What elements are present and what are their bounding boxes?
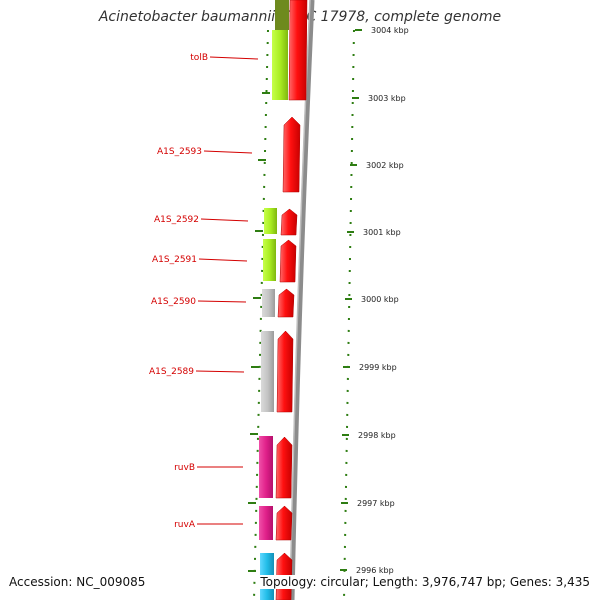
- kbp-tick: 3002 kbp: [350, 161, 404, 170]
- kbp-tick: 3001 kbp: [347, 228, 401, 237]
- gene-block-reverse[interactable]: [259, 436, 273, 498]
- gene-arrow-forward[interactable]: [279, 239, 297, 283]
- kbp-tick: 2997 kbp: [341, 499, 395, 508]
- kbp-tick-label: 2999 kbp: [359, 363, 397, 372]
- kbp-tick: 3000 kbp: [345, 295, 399, 304]
- gene-block-reverse[interactable]: [275, 0, 289, 30]
- kbp-tick-label: 3004 kbp: [371, 26, 409, 35]
- gene-features[interactable]: [259, 0, 308, 600]
- gene-leader-line: [198, 258, 248, 262]
- topology-text: Topology: circular; Length: 3,976,747 bp…: [260, 575, 590, 589]
- gene-block-reverse[interactable]: [259, 506, 273, 540]
- gene-leader-line: [203, 150, 253, 154]
- gene-label-a1s-2590[interactable]: A1S_2590: [151, 297, 247, 307]
- gene-label-ruva[interactable]: ruvA: [174, 520, 243, 530]
- kbp-tick-label: 3000 kbp: [361, 295, 399, 304]
- gene-name-text: A1S_2592: [154, 215, 199, 225]
- gene-leader-line: [209, 56, 259, 60]
- kbp-tick: 2996 kbp: [340, 566, 394, 575]
- gene-block-reverse[interactable]: [261, 331, 274, 412]
- gene-block-reverse[interactable]: [263, 239, 276, 281]
- gene-labels: tolB A1S_2593 A1S_2592 A1S_2591 A1S_2590 A1S_…: [149, 53, 259, 530]
- kbp-tick-label: 3003 kbp: [368, 94, 406, 103]
- kbp-tick-label: 3001 kbp: [363, 228, 401, 237]
- accession-text: Accession: NC_009085: [9, 575, 146, 589]
- gene-name-text: ruvA: [174, 520, 196, 530]
- kbp-tick: 2998 kbp: [342, 431, 396, 440]
- gene-arrow-forward[interactable]: [288, 0, 308, 101]
- kbp-tick-label: 3002 kbp: [366, 161, 404, 170]
- kbp-tick: 2999 kbp: [343, 363, 397, 372]
- gene-arrow-forward[interactable]: [280, 208, 298, 236]
- kbp-scale: 3004 kbp 3003 kbp 3002 kbp 3001 kbp 3000 kbp…: [248, 26, 409, 575]
- gene-block-reverse[interactable]: [262, 289, 275, 317]
- gene-arrow-forward[interactable]: [282, 116, 301, 193]
- gene-name-text: A1S_2593: [157, 147, 202, 157]
- gene-arrow-forward[interactable]: [275, 505, 293, 541]
- gene-leader-line: [195, 370, 245, 373]
- kbp-tick: 3003 kbp: [352, 94, 406, 103]
- kbp-tick-label: 2997 kbp: [357, 499, 395, 508]
- gene-name-text: A1S_2590: [151, 297, 196, 307]
- gene-block-reverse[interactable]: [272, 30, 288, 100]
- gene-leader-line: [200, 218, 249, 222]
- gene-arrow-forward[interactable]: [276, 330, 294, 413]
- gene-name-text: A1S_2591: [152, 255, 197, 265]
- gene-leader-line: [197, 300, 247, 303]
- gene-label-tolb[interactable]: tolB: [190, 53, 259, 63]
- outer-dotted-scale: [343, 29, 355, 600]
- gene-label-a1s-2593[interactable]: A1S_2593: [157, 147, 253, 157]
- gene-name-text: tolB: [190, 53, 208, 63]
- gene-name-text: A1S_2589: [149, 367, 194, 377]
- kbp-tick-label: 2996 kbp: [356, 566, 394, 575]
- gene-label-a1s-2591[interactable]: A1S_2591: [152, 255, 248, 265]
- gene-label-ruvb[interactable]: ruvB: [174, 463, 243, 473]
- gene-block-reverse[interactable]: [264, 208, 277, 234]
- gene-label-a1s-2592[interactable]: A1S_2592: [154, 215, 249, 225]
- gene-arrow-forward[interactable]: [277, 288, 295, 318]
- kbp-tick: 3004 kbp: [355, 26, 409, 35]
- gene-name-text: ruvB: [174, 463, 195, 473]
- kbp-tick-label: 2998 kbp: [358, 431, 396, 440]
- gene-arrow-forward[interactable]: [275, 436, 293, 499]
- gene-label-a1s-2589[interactable]: A1S_2589: [149, 367, 245, 377]
